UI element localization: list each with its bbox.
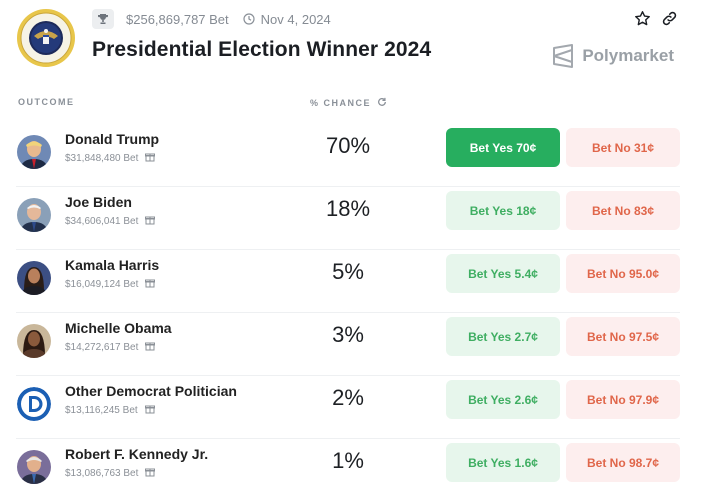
outcome-volume-text: $16,049,124 Bet <box>65 279 139 290</box>
bet-no-button[interactable]: Bet No 97.5¢ <box>566 317 680 356</box>
outcome-volume-text: $13,116,245 Bet <box>65 405 138 416</box>
gift-icon[interactable] <box>145 215 156 228</box>
outcome-volume: $13,086,763 Bet <box>65 467 156 480</box>
outcome-name: Robert F. Kennedy Jr. <box>65 446 209 462</box>
outcome-volume: $34,606,041 Bet <box>65 215 156 228</box>
bet-yes-button[interactable]: Bet Yes 5.4¢ <box>446 254 560 293</box>
page-title: Presidential Election Winner 2024 <box>92 38 432 61</box>
democrat-logo-icon <box>17 387 51 421</box>
outcome-name: Joe Biden <box>65 194 132 210</box>
outcome-chance: 70% <box>325 133 371 158</box>
gift-icon[interactable] <box>145 341 156 354</box>
outcome-volume-text: $14,272,617 Bet <box>65 342 139 353</box>
avatar <box>17 261 51 295</box>
outcome-row: Donald Trump $31,848,480 Bet 70% Bet Yes… <box>0 125 704 187</box>
bet-no-button[interactable]: Bet No 83¢ <box>566 191 680 230</box>
row-divider <box>16 186 680 187</box>
bet-no-button[interactable]: Bet No 31¢ <box>566 128 680 167</box>
row-divider <box>16 438 680 439</box>
trophy-icon <box>92 9 114 29</box>
outcome-row: Michelle Obama $14,272,617 Bet 3% Bet Ye… <box>0 314 704 376</box>
refresh-icon[interactable] <box>377 97 387 109</box>
column-header-chance: % CHANCE <box>310 97 387 109</box>
clock-icon <box>243 13 255 25</box>
outcome-volume-text: $34,606,041 Bet <box>65 216 139 227</box>
bet-yes-button[interactable]: Bet Yes 2.7¢ <box>446 317 560 356</box>
outcome-name: Michelle Obama <box>65 320 172 336</box>
outcome-volume-text: $31,848,480 Bet <box>65 153 139 164</box>
outcome-row: Joe Biden $34,606,041 Bet 18% Bet Yes 18… <box>0 188 704 250</box>
outcome-volume: $31,848,480 Bet <box>65 152 156 165</box>
avatar <box>17 450 51 484</box>
outcome-chance: 3% <box>332 322 364 347</box>
gift-icon[interactable] <box>144 404 155 417</box>
outcome-chance: 18% <box>325 196 371 221</box>
outcome-name: Donald Trump <box>65 131 160 147</box>
outcome-row: Kamala Harris $16,049,124 Bet 5% Bet Yes… <box>0 251 704 313</box>
column-header-chance-label: % CHANCE <box>310 98 372 108</box>
outcome-volume-text: $13,086,763 Bet <box>65 468 139 479</box>
avatar <box>17 135 51 169</box>
outcome-chance: 1% <box>332 448 364 473</box>
outcome-volume: $13,116,245 Bet <box>65 404 155 417</box>
bet-yes-button[interactable]: Bet Yes 2.6¢ <box>446 380 560 419</box>
star-icon[interactable] <box>634 10 651 27</box>
avatar <box>17 324 51 358</box>
avatar <box>17 198 51 232</box>
polymarket-brand[interactable]: Polymarket <box>552 44 674 68</box>
bet-no-button[interactable]: Bet No 97.9¢ <box>566 380 680 419</box>
polymarket-logo-icon <box>553 44 574 68</box>
market-meta: $256,869,787 Bet Nov 4, 2024 <box>92 9 331 29</box>
outcome-row: Robert F. Kennedy Jr. $13,086,763 Bet 1%… <box>0 440 704 502</box>
market-header: $256,869,787 Bet Nov 4, 2024 Presidentia… <box>0 0 704 80</box>
outcome-volume: $16,049,124 Bet <box>65 278 156 291</box>
row-divider <box>16 312 680 313</box>
outcome-name: Other Democrat Politician <box>65 383 237 399</box>
gift-icon[interactable] <box>145 467 156 480</box>
outcome-name: Kamala Harris <box>65 257 160 273</box>
outcome-row: Other Democrat Politician $13,116,245 Be… <box>0 377 704 439</box>
bet-no-button[interactable]: Bet No 95.0¢ <box>566 254 680 293</box>
row-divider <box>16 375 680 376</box>
outcome-chance: 5% <box>332 259 364 284</box>
column-header-outcome: OUTCOME <box>18 97 75 107</box>
link-icon[interactable] <box>661 10 678 27</box>
bet-yes-button[interactable]: Bet Yes 18¢ <box>446 191 560 230</box>
gift-icon[interactable] <box>145 152 156 165</box>
brand-name: Polymarket <box>582 46 674 65</box>
bet-yes-button[interactable]: Bet Yes 70¢ <box>446 128 560 167</box>
outcome-volume: $14,272,617 Bet <box>65 341 156 354</box>
market-date: Nov 4, 2024 <box>260 11 331 27</box>
gift-icon[interactable] <box>145 278 156 291</box>
row-divider <box>16 249 680 250</box>
outcome-chance: 2% <box>332 385 364 410</box>
bet-yes-button[interactable]: Bet Yes 1.6¢ <box>446 443 560 482</box>
presidential-seal-icon <box>16 8 76 68</box>
top-actions <box>634 10 678 27</box>
total-bet-volume: $256,869,787 Bet <box>126 11 229 27</box>
bet-no-button[interactable]: Bet No 98.7¢ <box>566 443 680 482</box>
